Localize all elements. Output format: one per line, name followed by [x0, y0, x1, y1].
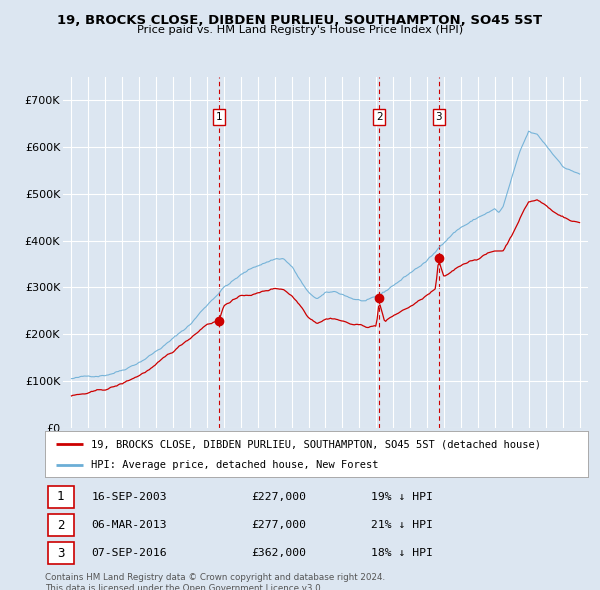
Text: 19, BROCKS CLOSE, DIBDEN PURLIEU, SOUTHAMPTON, SO45 5ST (detached house): 19, BROCKS CLOSE, DIBDEN PURLIEU, SOUTHA…: [91, 439, 541, 449]
Text: £362,000: £362,000: [251, 549, 307, 558]
Text: 2: 2: [57, 519, 64, 532]
Text: 19, BROCKS CLOSE, DIBDEN PURLIEU, SOUTHAMPTON, SO45 5ST: 19, BROCKS CLOSE, DIBDEN PURLIEU, SOUTHA…: [58, 14, 542, 27]
Text: Price paid vs. HM Land Registry's House Price Index (HPI): Price paid vs. HM Land Registry's House …: [137, 25, 463, 35]
FancyBboxPatch shape: [48, 514, 74, 536]
Text: 19% ↓ HPI: 19% ↓ HPI: [371, 492, 433, 502]
Text: 3: 3: [436, 112, 442, 122]
Text: 21% ↓ HPI: 21% ↓ HPI: [371, 520, 433, 530]
Text: 3: 3: [57, 547, 64, 560]
Text: 16-SEP-2003: 16-SEP-2003: [91, 492, 167, 502]
Text: HPI: Average price, detached house, New Forest: HPI: Average price, detached house, New …: [91, 460, 379, 470]
Text: 1: 1: [57, 490, 64, 503]
Text: £277,000: £277,000: [251, 520, 307, 530]
FancyBboxPatch shape: [48, 486, 74, 508]
Text: 1: 1: [215, 112, 222, 122]
Text: Contains HM Land Registry data © Crown copyright and database right 2024.
This d: Contains HM Land Registry data © Crown c…: [45, 573, 385, 590]
Text: £227,000: £227,000: [251, 492, 307, 502]
FancyBboxPatch shape: [48, 542, 74, 565]
Text: 07-SEP-2016: 07-SEP-2016: [91, 549, 167, 558]
Text: 06-MAR-2013: 06-MAR-2013: [91, 520, 167, 530]
Text: 18% ↓ HPI: 18% ↓ HPI: [371, 549, 433, 558]
Text: 2: 2: [376, 112, 382, 122]
